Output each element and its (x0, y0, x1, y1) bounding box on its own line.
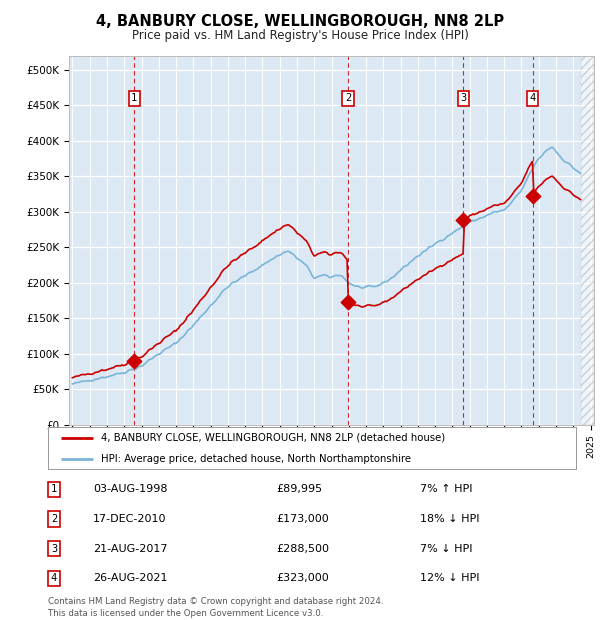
Text: £89,995: £89,995 (276, 484, 322, 494)
Text: 4, BANBURY CLOSE, WELLINGBOROUGH, NN8 2LP (detached house): 4, BANBURY CLOSE, WELLINGBOROUGH, NN8 2L… (101, 433, 445, 443)
Text: Price paid vs. HM Land Registry's House Price Index (HPI): Price paid vs. HM Land Registry's House … (131, 29, 469, 42)
Point (528, 190, 538, 200)
Text: 4: 4 (530, 94, 536, 104)
Text: 26-AUG-2021: 26-AUG-2021 (93, 574, 167, 583)
Text: Contains HM Land Registry data © Crown copyright and database right 2024.
This d: Contains HM Land Registry data © Crown c… (48, 597, 383, 618)
Point (458, 215, 468, 225)
Text: 2: 2 (345, 94, 351, 104)
Text: 12% ↓ HPI: 12% ↓ HPI (420, 574, 479, 583)
Point (343, 297, 353, 307)
Text: 4, BANBURY CLOSE, WELLINGBOROUGH, NN8 2LP: 4, BANBURY CLOSE, WELLINGBOROUGH, NN8 2L… (96, 14, 504, 29)
Text: £323,000: £323,000 (276, 574, 329, 583)
Text: HPI: Average price, detached house, North Northamptonshire: HPI: Average price, detached house, Nort… (101, 454, 411, 464)
Text: 1: 1 (131, 94, 137, 104)
Text: 21-AUG-2017: 21-AUG-2017 (93, 544, 167, 554)
Text: 1: 1 (51, 484, 57, 494)
Text: 03-AUG-1998: 03-AUG-1998 (93, 484, 167, 494)
Text: 3: 3 (460, 94, 466, 104)
Text: 2: 2 (51, 514, 57, 524)
Point (130, 356, 139, 366)
Text: £173,000: £173,000 (276, 514, 329, 524)
Text: 17-DEC-2010: 17-DEC-2010 (93, 514, 167, 524)
Text: 3: 3 (51, 544, 57, 554)
Text: £288,500: £288,500 (276, 544, 329, 554)
Text: 4: 4 (51, 574, 57, 583)
Text: 18% ↓ HPI: 18% ↓ HPI (420, 514, 479, 524)
Bar (581, 56, 594, 425)
Text: 7% ↓ HPI: 7% ↓ HPI (420, 544, 473, 554)
Text: 7% ↑ HPI: 7% ↑ HPI (420, 484, 473, 494)
